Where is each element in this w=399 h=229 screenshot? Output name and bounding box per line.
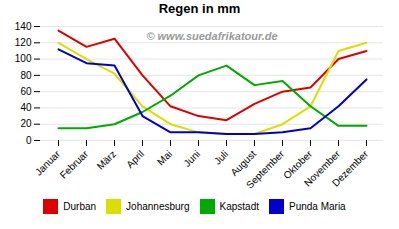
svg-text:November: November <box>301 148 343 189</box>
svg-text:Oktober: Oktober <box>281 148 315 182</box>
svg-text:Dezember: Dezember <box>330 148 371 189</box>
svg-text:60: 60 <box>20 86 32 97</box>
svg-text:Juli: Juli <box>212 148 230 166</box>
svg-text:140: 140 <box>15 21 32 32</box>
svg-text:20: 20 <box>20 118 32 129</box>
svg-text:August: August <box>228 148 259 178</box>
html-text:Punda Maria: Punda Maria <box>289 201 346 212</box>
svg-text:120: 120 <box>15 37 32 48</box>
html-text:Kapstadt: Kapstadt <box>219 201 259 212</box>
svg-text:September: September <box>244 148 287 190</box>
svg-text:Februar: Februar <box>58 148 91 181</box>
svg-text:© www.suedafrikatour.de: © www.suedafrikatour.de <box>146 30 277 42</box>
svg-text:Juni: Juni <box>181 148 202 169</box>
svg-text:80: 80 <box>20 70 32 81</box>
svg-text:40: 40 <box>20 102 32 113</box>
svg-text:Januar: Januar <box>32 148 63 178</box>
svg-text:0: 0 <box>26 135 32 146</box>
svg-text:April: April <box>124 148 146 170</box>
html-text:Johannesburg: Johannesburg <box>126 201 190 212</box>
svg-text:100: 100 <box>15 53 32 64</box>
svg-text:Mai: Mai <box>155 148 174 167</box>
html-text:Regen in mm: Regen in mm <box>158 1 241 16</box>
html-text:Durban: Durban <box>63 201 97 212</box>
svg-text:März: März <box>95 148 119 172</box>
